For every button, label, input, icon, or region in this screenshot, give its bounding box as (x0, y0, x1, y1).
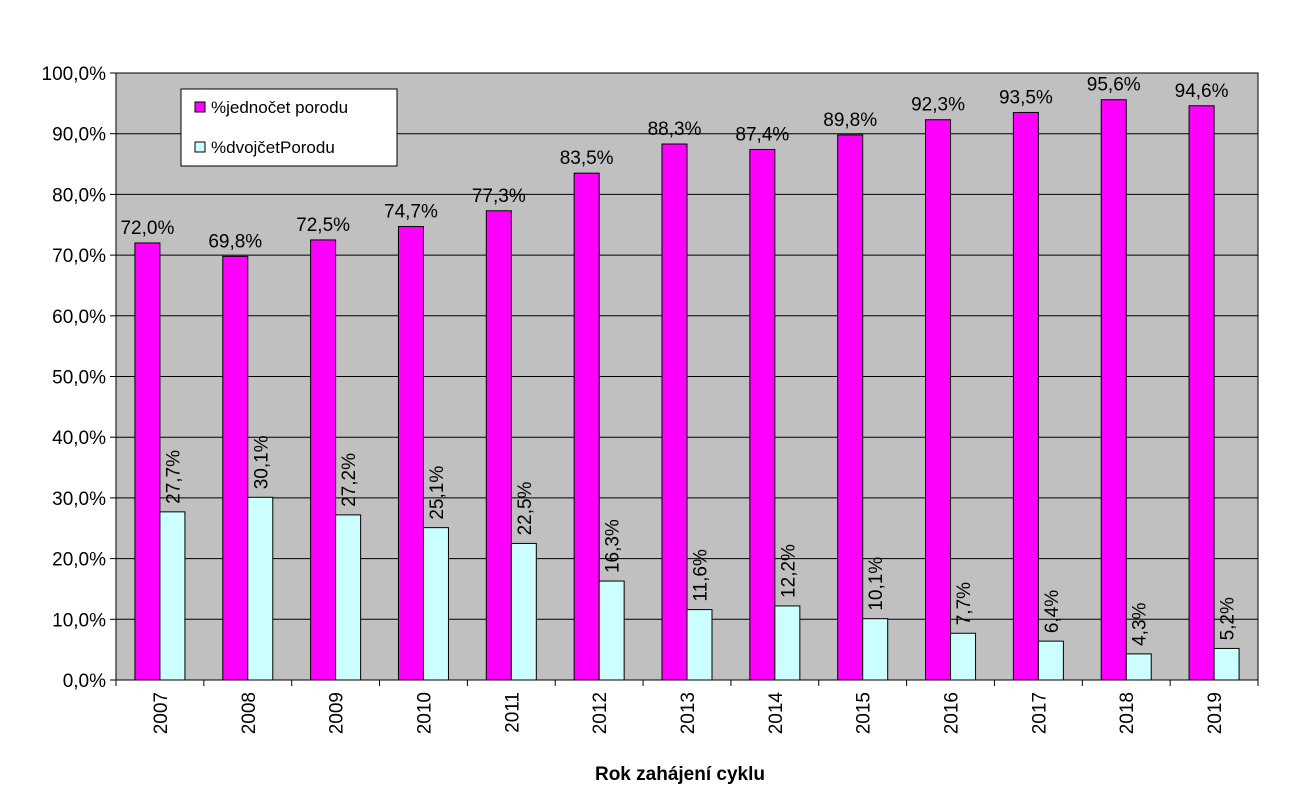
bar-dvojcet (159, 511, 186, 681)
x-tick-label: 2015 (854, 692, 875, 734)
data-label-jednocet: 95,6% (1087, 75, 1141, 96)
x-tick-label: 2008 (239, 692, 260, 734)
data-label-jednocet: 93,5% (999, 87, 1053, 108)
data-labels: 72,0% 27,7% 69,8% 30,1% 72,5% 27,2% 74,7% 25,1%… (120, 75, 1238, 646)
bar-dvojcet (1213, 647, 1240, 681)
bar-jednocet (1100, 99, 1127, 681)
legend-box (180, 88, 398, 167)
data-label-jednocet: 88,3% (648, 119, 702, 140)
y-tick-label: 70,0% (52, 246, 106, 267)
y-tick-label: 50,0% (52, 368, 106, 389)
data-label-dvojcet: 16,3% (603, 519, 624, 573)
data-label-dvojcet: 27,2% (339, 453, 360, 507)
data-label-jednocet: 92,3% (911, 95, 965, 116)
x-tick-label: 2012 (590, 692, 611, 734)
legend-label-series-1: %jednočet porodu (211, 98, 348, 117)
bar-dvojcet (247, 496, 274, 681)
x-axis: 2007 2008 2009 2010 2011 2012 2013 2014 2015 2016… (115, 680, 1259, 735)
data-label-jednocet: 94,6% (1175, 81, 1229, 102)
bar-jednocet (1012, 111, 1039, 681)
legend-label-series-2: %dvojčetPorodu (211, 138, 335, 157)
bar-jednocet (925, 119, 952, 681)
bar-dvojcet (950, 632, 977, 681)
bar-dvojcet (335, 514, 362, 681)
bar-jednocet (1188, 105, 1215, 681)
data-label-dvojcet: 12,2% (778, 544, 799, 598)
bar-dvojcet (1125, 653, 1152, 681)
data-label-jednocet: 69,8% (208, 231, 262, 252)
data-label-jednocet: 72,0% (120, 218, 174, 239)
bar-dvojcet (1037, 640, 1064, 681)
bar-jednocet (310, 239, 337, 681)
x-tick-label: 2013 (678, 692, 699, 734)
data-label-dvojcet: 10,1% (866, 557, 887, 611)
x-tick-label: 2017 (1029, 692, 1050, 734)
bar-jednocet (485, 210, 512, 681)
legend-swatch-series-2 (194, 141, 206, 153)
bar-jednocet (749, 148, 776, 681)
x-tick-label: 2009 (327, 692, 348, 734)
y-tick-label: 30,0% (52, 489, 106, 510)
y-tick-label: 90,0% (52, 125, 106, 146)
data-label-dvojcet: 22,5% (515, 481, 536, 535)
y-tick-label: 40,0% (52, 428, 106, 449)
data-label-jednocet: 87,4% (735, 124, 789, 145)
data-label-dvojcet: 27,7% (163, 450, 184, 504)
y-tick-label: 100,0% (42, 64, 107, 85)
bar-dvojcet (862, 618, 889, 681)
y-tick-label: 10,0% (52, 610, 106, 631)
data-label-dvojcet: 30,1% (251, 435, 272, 489)
legend: %jednočet porodu %dvojčetPorodu (180, 88, 398, 167)
x-tick-label: 2014 (766, 692, 787, 735)
y-tick-label: 60,0% (52, 307, 106, 328)
bar-jednocet (134, 242, 161, 681)
x-tick-label: 2019 (1205, 692, 1226, 734)
data-label-dvojcet: 7,7% (954, 582, 975, 625)
data-label-jednocet: 74,7% (384, 202, 438, 223)
x-tick-label: 2011 (502, 692, 523, 733)
data-label-jednocet: 77,3% (472, 186, 526, 207)
data-label-dvojcet: 6,4% (1042, 590, 1063, 633)
data-label-jednocet: 72,5% (296, 215, 350, 236)
y-axis: 0,0% 10,0% 20,0% 30,0% 40,0% 50,0% 60,0% 70,0% 8… (42, 64, 116, 692)
data-label-dvojcet: 5,2% (1218, 597, 1239, 640)
bar-dvojcet (598, 580, 625, 681)
y-tick-label: 20,0% (52, 550, 106, 571)
bars (134, 99, 1240, 681)
x-tick-label: 2007 (151, 692, 172, 734)
x-tick-label: 2016 (942, 692, 963, 734)
bar-dvojcet (774, 605, 801, 681)
data-label-dvojcet: 11,6% (691, 549, 712, 602)
bar-dvojcet (510, 542, 537, 681)
y-tick-label: 80,0% (52, 185, 106, 206)
x-axis-title: Rok zahájení cyklu (595, 764, 765, 785)
x-tick-label: 2018 (1117, 692, 1138, 734)
data-label-jednocet: 83,5% (560, 148, 614, 169)
bar-jednocet (573, 172, 600, 681)
y-tick-label: 0,0% (63, 671, 106, 692)
bar-jednocet (661, 143, 688, 681)
data-label-dvojcet: 25,1% (427, 466, 448, 520)
legend-swatch-series-1 (194, 101, 206, 113)
bar-dvojcet (422, 527, 449, 681)
bar-jednocet (222, 255, 249, 681)
bar-jednocet (397, 226, 424, 681)
x-tick-label: 2010 (414, 692, 435, 734)
data-label-jednocet: 89,8% (823, 110, 877, 131)
bar-jednocet (837, 134, 864, 681)
data-label-dvojcet: 4,3% (1130, 602, 1151, 645)
bar-dvojcet (686, 609, 713, 681)
